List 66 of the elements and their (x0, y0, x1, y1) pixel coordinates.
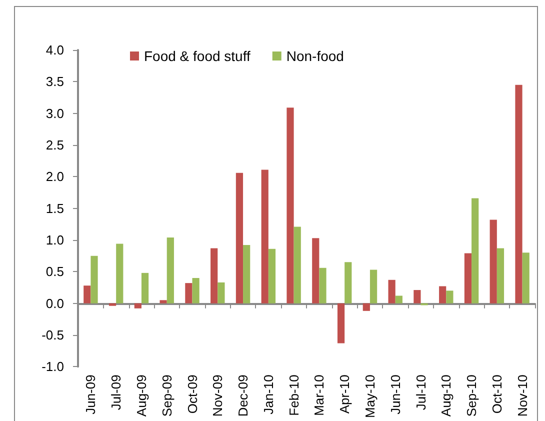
x-tick-label: Feb-10 (286, 374, 302, 416)
x-tick-label: Nov-10 (514, 374, 530, 417)
y-tick-label: 0.0 (46, 296, 64, 311)
x-tick-label: Mar-10 (312, 374, 327, 416)
x-tick-label: May-10 (362, 374, 378, 418)
bar (268, 248, 276, 304)
bar (84, 286, 91, 304)
x-tick-label: Jun-09 (83, 374, 98, 414)
bar (337, 303, 345, 344)
x-tick-label: Sep-09 (159, 374, 174, 417)
bar (141, 272, 149, 304)
x-tick-label: Dec-09 (236, 374, 251, 417)
x-tick-label: Nov-09 (210, 374, 226, 417)
y-tick-label: 1.0 (46, 232, 64, 248)
bar (395, 296, 402, 304)
bar (160, 300, 167, 304)
bar (108, 303, 116, 306)
y-tick-label: 0.5 (46, 264, 64, 280)
bar (134, 303, 142, 308)
bar (236, 172, 244, 304)
y-tick-label: 3.0 (46, 106, 64, 121)
x-tick-label: Sep-10 (464, 374, 480, 417)
bar (414, 290, 421, 304)
x-tick-label: Apr-10 (337, 374, 352, 414)
bar (294, 226, 301, 304)
bar (370, 270, 378, 304)
y-tick-label: -1.0 (42, 359, 64, 374)
legend-label: Non-food (286, 48, 344, 64)
y-tick-label: 2.0 (46, 169, 64, 184)
bar (439, 286, 446, 304)
bar (185, 283, 192, 304)
x-tick-label: Jul-09 (108, 374, 124, 410)
bar (319, 268, 326, 304)
x-tick-label: Aug-09 (134, 374, 149, 417)
bar (496, 248, 504, 304)
bar (312, 238, 320, 304)
bar (192, 278, 200, 304)
bar (490, 220, 497, 304)
bar (210, 248, 218, 304)
bar (90, 256, 98, 304)
bar (515, 84, 522, 304)
bar (362, 303, 370, 311)
x-tick-label: Jun-10 (388, 374, 403, 414)
x-tick-label: Jan-10 (260, 374, 276, 414)
bar (261, 170, 268, 304)
bar (166, 237, 174, 304)
x-tick-label: Aug-10 (438, 374, 454, 417)
bar (218, 282, 225, 304)
bar (464, 253, 472, 304)
bar (243, 245, 250, 304)
y-tick-label: 2.5 (46, 137, 64, 152)
bar (116, 244, 124, 304)
x-tick-label: Oct-10 (489, 374, 504, 414)
bar (522, 252, 530, 304)
bar (446, 290, 454, 304)
y-tick-label: 4.0 (46, 42, 64, 58)
x-tick-label: Oct-09 (184, 374, 200, 414)
bar (344, 262, 352, 304)
y-tick-label: 1.5 (46, 200, 64, 216)
legend-label: Food & food stuff (144, 48, 250, 64)
y-tick-label: 3.5 (46, 74, 64, 90)
y-tick-label: -0.5 (42, 327, 64, 342)
bar (472, 198, 479, 304)
bar (286, 108, 294, 304)
bar (388, 280, 396, 304)
x-tick-label: Jul-10 (413, 374, 428, 410)
